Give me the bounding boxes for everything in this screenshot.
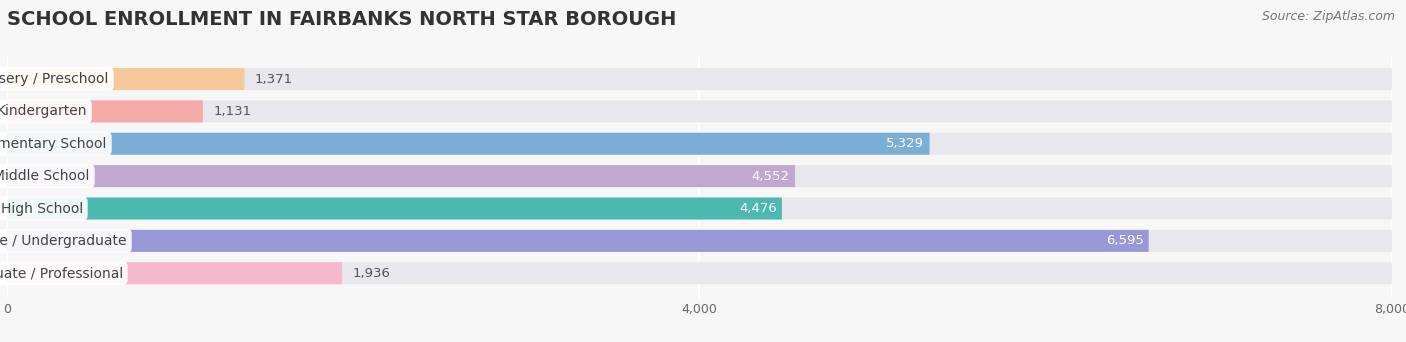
- Text: Middle School: Middle School: [0, 169, 90, 183]
- FancyBboxPatch shape: [7, 100, 1392, 122]
- FancyBboxPatch shape: [7, 262, 342, 284]
- Text: High School: High School: [0, 201, 83, 215]
- Text: 1,936: 1,936: [353, 267, 391, 280]
- Text: Source: ZipAtlas.com: Source: ZipAtlas.com: [1261, 10, 1395, 23]
- FancyBboxPatch shape: [7, 133, 929, 155]
- Text: Nursery / Preschool: Nursery / Preschool: [0, 72, 108, 86]
- FancyBboxPatch shape: [7, 100, 202, 122]
- Text: 4,476: 4,476: [740, 202, 776, 215]
- Text: 6,595: 6,595: [1105, 234, 1143, 247]
- Text: Elementary School: Elementary School: [0, 137, 107, 151]
- Text: Graduate / Professional: Graduate / Professional: [0, 266, 122, 280]
- Text: College / Undergraduate: College / Undergraduate: [0, 234, 127, 248]
- Text: Kindergarten: Kindergarten: [0, 104, 87, 118]
- FancyBboxPatch shape: [7, 165, 1392, 187]
- Text: 1,371: 1,371: [254, 73, 292, 86]
- FancyBboxPatch shape: [7, 230, 1149, 252]
- FancyBboxPatch shape: [7, 197, 782, 220]
- FancyBboxPatch shape: [7, 165, 794, 187]
- FancyBboxPatch shape: [7, 68, 1392, 90]
- Text: 4,552: 4,552: [752, 170, 790, 183]
- FancyBboxPatch shape: [7, 230, 1392, 252]
- FancyBboxPatch shape: [7, 197, 1392, 220]
- Text: SCHOOL ENROLLMENT IN FAIRBANKS NORTH STAR BOROUGH: SCHOOL ENROLLMENT IN FAIRBANKS NORTH STA…: [7, 10, 676, 29]
- Text: 1,131: 1,131: [214, 105, 252, 118]
- FancyBboxPatch shape: [7, 262, 1392, 284]
- Text: 5,329: 5,329: [886, 137, 924, 150]
- FancyBboxPatch shape: [7, 133, 1392, 155]
- FancyBboxPatch shape: [7, 68, 245, 90]
